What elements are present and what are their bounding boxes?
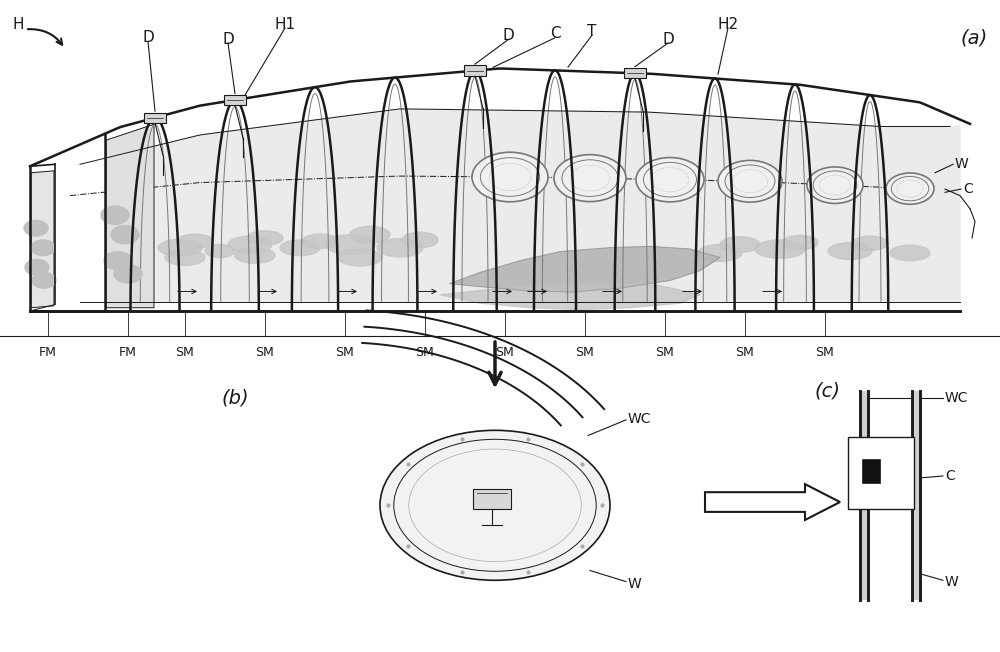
- Circle shape: [636, 158, 704, 202]
- Text: H1: H1: [274, 16, 296, 32]
- Ellipse shape: [280, 240, 320, 256]
- Text: SM: SM: [656, 346, 674, 359]
- Ellipse shape: [350, 226, 390, 243]
- Text: FM: FM: [39, 346, 57, 359]
- Text: SM: SM: [496, 346, 514, 359]
- Text: SM: SM: [416, 346, 434, 359]
- Text: H2: H2: [717, 16, 739, 32]
- Text: W: W: [628, 576, 642, 591]
- Bar: [862, 459, 880, 484]
- Circle shape: [718, 160, 782, 202]
- Text: D: D: [142, 30, 154, 46]
- Text: WC: WC: [628, 411, 652, 426]
- Ellipse shape: [402, 232, 438, 248]
- Ellipse shape: [720, 237, 760, 252]
- Circle shape: [118, 267, 138, 280]
- Ellipse shape: [325, 235, 375, 254]
- Text: SM: SM: [256, 346, 274, 359]
- Bar: [473, 489, 511, 509]
- Ellipse shape: [828, 243, 872, 259]
- Bar: [912, 391, 920, 600]
- Ellipse shape: [247, 231, 283, 245]
- Ellipse shape: [165, 250, 205, 265]
- Text: C: C: [945, 469, 955, 483]
- Circle shape: [807, 167, 863, 203]
- Text: FM: FM: [119, 346, 137, 359]
- Circle shape: [31, 240, 55, 256]
- Circle shape: [114, 265, 142, 283]
- Circle shape: [101, 206, 129, 224]
- Circle shape: [108, 254, 128, 267]
- Ellipse shape: [377, 239, 423, 257]
- Text: W: W: [945, 574, 959, 589]
- FancyBboxPatch shape: [224, 95, 246, 105]
- Circle shape: [105, 209, 125, 222]
- Ellipse shape: [228, 236, 272, 253]
- Circle shape: [34, 242, 52, 254]
- Ellipse shape: [852, 236, 888, 250]
- Text: T: T: [587, 23, 597, 39]
- Ellipse shape: [782, 235, 818, 250]
- Polygon shape: [155, 109, 960, 146]
- FancyArrow shape: [705, 484, 840, 520]
- Circle shape: [28, 261, 46, 273]
- Ellipse shape: [302, 234, 338, 248]
- Text: SM: SM: [816, 346, 834, 359]
- Polygon shape: [31, 171, 54, 308]
- Circle shape: [24, 220, 48, 236]
- Circle shape: [554, 155, 626, 201]
- Ellipse shape: [338, 249, 382, 266]
- Text: SM: SM: [736, 346, 754, 359]
- Circle shape: [380, 430, 610, 580]
- Ellipse shape: [235, 248, 275, 263]
- Text: W: W: [955, 157, 969, 171]
- Text: D: D: [502, 28, 514, 44]
- Circle shape: [886, 173, 934, 204]
- FancyBboxPatch shape: [144, 113, 166, 123]
- Circle shape: [35, 274, 53, 286]
- Text: (c): (c): [814, 381, 840, 401]
- Circle shape: [115, 228, 135, 241]
- Text: SM: SM: [336, 346, 354, 359]
- Polygon shape: [440, 284, 700, 310]
- Bar: [848, 437, 914, 509]
- FancyBboxPatch shape: [464, 65, 486, 76]
- Ellipse shape: [205, 244, 235, 258]
- Circle shape: [27, 222, 45, 234]
- Ellipse shape: [890, 245, 930, 261]
- Text: H: H: [12, 17, 24, 33]
- Text: (a): (a): [960, 28, 987, 48]
- Text: SM: SM: [576, 346, 594, 359]
- Text: D: D: [222, 31, 234, 47]
- Circle shape: [25, 259, 49, 275]
- Text: SM: SM: [176, 346, 194, 359]
- FancyBboxPatch shape: [624, 68, 646, 78]
- Text: WC: WC: [945, 391, 968, 405]
- Circle shape: [32, 273, 56, 288]
- Text: (b): (b): [221, 388, 249, 408]
- Polygon shape: [450, 246, 720, 292]
- Text: C: C: [550, 26, 560, 42]
- Circle shape: [472, 152, 548, 201]
- Polygon shape: [155, 109, 960, 302]
- Text: C: C: [483, 557, 493, 571]
- Text: D: D: [662, 31, 674, 47]
- Ellipse shape: [755, 240, 805, 258]
- Ellipse shape: [158, 239, 202, 256]
- Circle shape: [111, 226, 139, 244]
- Ellipse shape: [177, 234, 213, 248]
- Circle shape: [104, 252, 132, 270]
- Bar: [860, 391, 868, 600]
- Ellipse shape: [698, 244, 742, 261]
- Text: C: C: [963, 182, 973, 196]
- Polygon shape: [106, 125, 154, 308]
